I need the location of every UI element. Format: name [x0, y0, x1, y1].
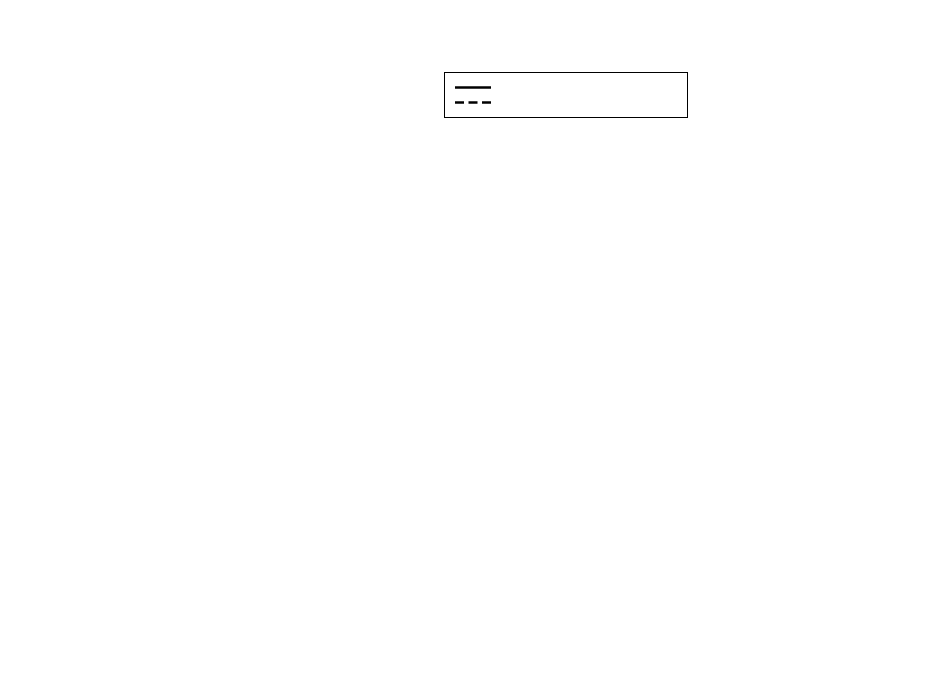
legend-entry-solid — [454, 85, 687, 90]
legend — [444, 72, 688, 118]
legend-entry-dashed — [454, 100, 687, 105]
y-axis-title — [8, 23, 26, 567]
dashed-line-icon — [455, 100, 491, 104]
solid-line-icon — [455, 86, 491, 90]
